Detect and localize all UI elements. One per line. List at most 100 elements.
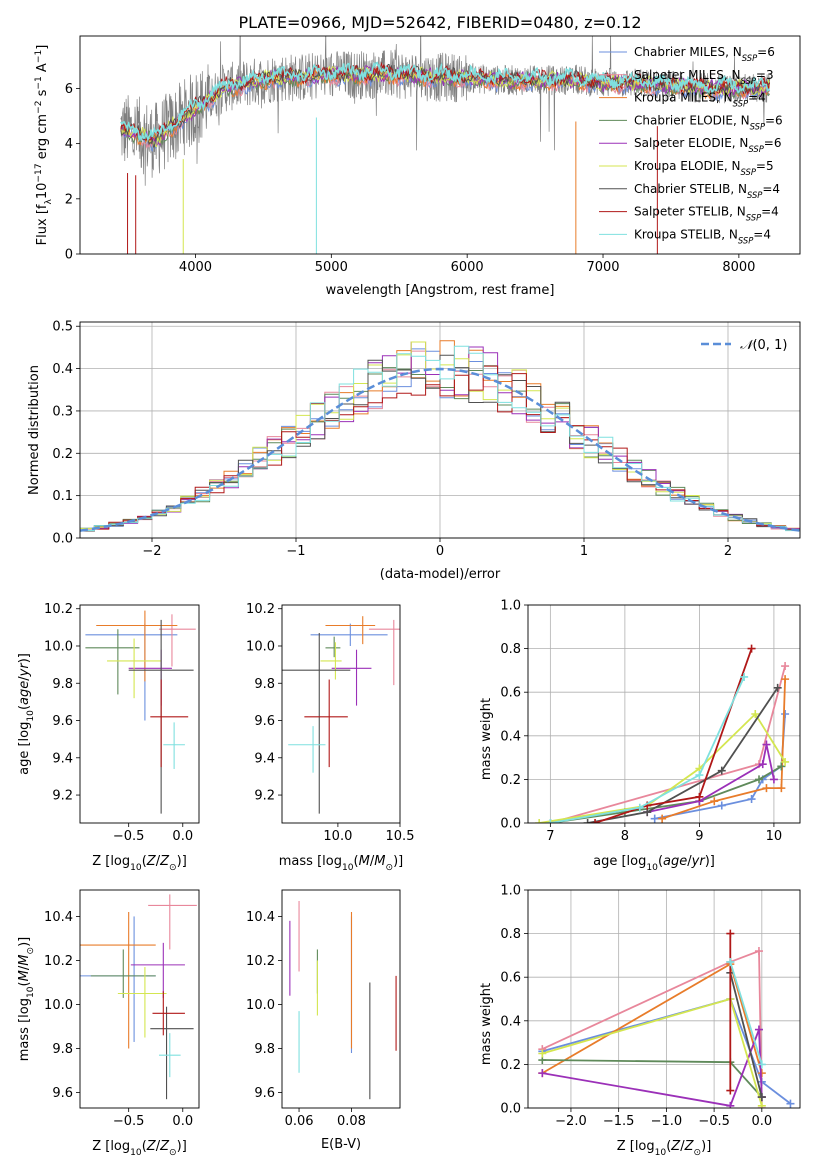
label-part: =6 bbox=[757, 45, 775, 59]
label-part: Chabrier STELIB, N bbox=[634, 182, 747, 196]
marker-kroupa_elodie bbox=[535, 819, 544, 823]
label-part: =6 bbox=[764, 136, 782, 150]
label-part: =3 bbox=[756, 68, 774, 82]
label-part: M bbox=[17, 955, 32, 966]
marker-kroupa_miles bbox=[781, 675, 790, 684]
label-part: Salpeter STELIB, N bbox=[634, 205, 746, 219]
marker-salpeter_stelib bbox=[591, 819, 600, 823]
label-part: SSP bbox=[747, 190, 763, 200]
marker-kroupa_miles bbox=[757, 1069, 766, 1078]
series-line-chabrier_miles bbox=[542, 997, 792, 1105]
label-part: yr bbox=[17, 662, 32, 678]
y-tick-label: 9.4 bbox=[52, 751, 73, 766]
x-tick-label: −0.5 bbox=[113, 1114, 145, 1129]
label-part: Kroupa MILES, N bbox=[634, 91, 733, 105]
marker-salpeter_miles bbox=[754, 947, 763, 956]
x-tick-label: 6000 bbox=[451, 260, 484, 275]
marker-kroupa_stelib bbox=[757, 1060, 766, 1069]
legend-label-salpeter_elodie: Salpeter ELODIE, NSSP=6 bbox=[634, 136, 782, 154]
legend-label-kroupa_elodie: Kroupa ELODIE, NSSP=5 bbox=[634, 159, 774, 177]
label-part: 10 bbox=[655, 1148, 667, 1158]
legend-label-chabrier_miles: Chabrier MILES, NSSP=6 bbox=[634, 45, 775, 63]
label-part: / bbox=[680, 1139, 685, 1154]
normal-curve bbox=[80, 367, 800, 532]
x-tick-label: 8 bbox=[621, 829, 629, 844]
panel-spectrum: 4000 5000 6000 7000 8000 0 2 4 6 wavelength [Angs… bbox=[34, 35, 801, 298]
x-tick-label: 10.5 bbox=[386, 829, 415, 844]
series-line-chabrier_elodie bbox=[550, 765, 782, 823]
label-part: SSP bbox=[746, 213, 762, 223]
label-part: =5 bbox=[756, 159, 774, 173]
marker-chabrier_elodie bbox=[755, 775, 764, 784]
x-tick-label: −0.5 bbox=[698, 1114, 730, 1129]
label-part: Z bbox=[159, 854, 170, 869]
marker-chabrier_stelib bbox=[583, 819, 592, 823]
y-tick-label: 2 bbox=[65, 192, 73, 207]
marker-kroupa_miles bbox=[658, 814, 667, 823]
label-part: Z bbox=[146, 1139, 157, 1154]
model-fit-kroupa_stelib bbox=[120, 61, 771, 143]
marker-chabrier_stelib bbox=[717, 766, 726, 775]
label-part: Kroupa ELODIE, N bbox=[634, 159, 741, 173]
y-tick-label: 10.0 bbox=[246, 639, 275, 654]
marker-kroupa_stelib bbox=[740, 672, 749, 681]
y-tick-label: 9.8 bbox=[254, 677, 275, 692]
label-part: )] bbox=[177, 854, 187, 869]
label-part: / bbox=[17, 676, 32, 681]
y-tick-label: 0.0 bbox=[500, 817, 521, 832]
y-tick-label: 0.2 bbox=[52, 447, 73, 462]
axes-frame bbox=[281, 889, 401, 1109]
x-tick-label: 5000 bbox=[315, 260, 348, 275]
label-part: =4 bbox=[753, 227, 771, 241]
marker-salpeter_elodie bbox=[538, 1069, 547, 1078]
x-axis-label: (data-model)/error bbox=[380, 567, 501, 582]
y-tick-label: 10.2 bbox=[246, 602, 275, 617]
y-tick-label: 0.3 bbox=[52, 404, 73, 419]
y-axis-label: mass weight bbox=[479, 698, 494, 780]
label-part: erg cm bbox=[35, 114, 50, 163]
label-part: ⊙ bbox=[26, 947, 36, 955]
label-part: =4 bbox=[762, 182, 780, 196]
y-tick-label: 9.2 bbox=[52, 789, 73, 804]
x-tick-label: 7000 bbox=[586, 260, 619, 275]
x-tick-label: 8000 bbox=[722, 260, 755, 275]
label-part: Z bbox=[670, 1139, 681, 1154]
x-axis-label: Z [log10(Z/Z⊙)] bbox=[92, 854, 187, 873]
y-tick-label: 9.4 bbox=[254, 751, 275, 766]
label-part: 10 bbox=[130, 1148, 142, 1158]
marker-salpeter_stelib bbox=[726, 1086, 735, 1095]
label-part: 10 bbox=[35, 183, 50, 200]
legend: Chabrier MILES, NSSP=6 Salpeter MILES, NS… bbox=[599, 45, 783, 245]
label-part: )] bbox=[705, 854, 715, 869]
x-tick-label: 2 bbox=[724, 544, 732, 559]
label-part: age bbox=[17, 681, 32, 705]
label-part: 10 bbox=[26, 986, 36, 998]
marker-chabrier_stelib bbox=[773, 683, 782, 692]
y-tick-label: 10.0 bbox=[246, 998, 275, 1013]
marker-salpeter_elodie bbox=[758, 760, 767, 769]
label-part: ( bbox=[666, 1139, 671, 1154]
y-tick-label: 1.0 bbox=[500, 884, 521, 899]
spectrum-lines bbox=[120, 36, 771, 254]
label-part: / bbox=[370, 854, 375, 869]
y-tick-label: 0.0 bbox=[52, 532, 73, 547]
marker-salpeter_elodie bbox=[726, 1101, 735, 1108]
series-line-salpeter_stelib bbox=[594, 648, 753, 823]
label-part: 10 bbox=[130, 863, 142, 873]
legend-label-chabrier_stelib: Chabrier STELIB, NSSP=4 bbox=[634, 182, 780, 200]
x-tick-label: 0.0 bbox=[751, 1114, 772, 1129]
legend-label-salpeter_miles: Salpeter MILES, NSSP=3 bbox=[634, 68, 774, 86]
label-part: 10 bbox=[342, 863, 354, 873]
series bbox=[535, 644, 790, 823]
label-part: ( bbox=[17, 705, 32, 710]
marker-kroupa_elodie bbox=[538, 1049, 547, 1058]
label-part: ( bbox=[17, 981, 32, 986]
points bbox=[85, 610, 196, 814]
axes-frame bbox=[79, 35, 801, 255]
legend-label-kroupa_miles: Kroupa MILES, NSSP=4 bbox=[634, 91, 766, 109]
label-part: −17 bbox=[34, 163, 44, 182]
y-axis-label: mass [log10(M/M⊙)] bbox=[17, 937, 36, 1061]
x-axis-label: wavelength [Angstrom, rest frame] bbox=[326, 283, 555, 298]
points bbox=[289, 901, 397, 1100]
